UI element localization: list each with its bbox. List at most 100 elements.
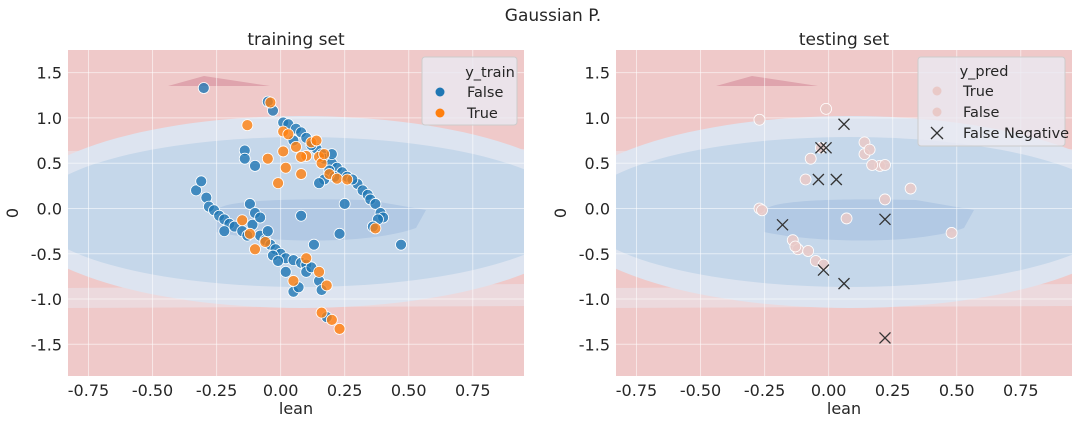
legend-marker-false-negative <box>930 126 944 140</box>
true-point <box>945 227 958 239</box>
true-point <box>325 313 338 326</box>
y-tick-label: -1.5 <box>31 335 62 354</box>
false-point <box>261 225 274 238</box>
y-tick-label: 1.0 <box>37 109 62 128</box>
true-point <box>295 168 308 180</box>
true-point <box>369 222 382 235</box>
false-point <box>369 198 382 210</box>
training-set-panel: -0.75 -0.50 -0.25 0.00 0.25 0.50 0.75 -1.5-1.0… <box>3 30 524 418</box>
x-tick-label: -0.25 <box>744 381 785 400</box>
false-negative-point <box>814 141 827 154</box>
x-tick-label: -0.50 <box>680 381 721 400</box>
false-point <box>295 209 308 222</box>
y-tick-label: 0.5 <box>585 154 610 173</box>
figure-suptitle: Gaussian P. <box>505 6 601 26</box>
points <box>190 82 407 335</box>
false-negative-point <box>817 264 830 277</box>
true-point <box>341 173 354 186</box>
y-tick-label: 1.0 <box>585 109 610 128</box>
true-point <box>318 148 331 161</box>
y-tick-label: 0.5 <box>37 154 62 173</box>
false-point <box>197 82 210 94</box>
legend-marker-true <box>435 108 445 118</box>
region-red-dark <box>716 76 818 86</box>
y-tick-labels: -1.5 -1.0 -0.5 0.0 0.5 1.0 1.5 <box>579 64 610 355</box>
true-point <box>241 119 254 132</box>
y-tick-label: 0.0 <box>37 199 62 218</box>
true-point <box>290 140 302 153</box>
testing-set-panel: -0.75 -0.50 -0.25 0.00 0.25 0.50 0.75 -1.5-1.0… <box>551 30 1072 418</box>
false-point <box>308 238 320 251</box>
x-tick-label: 0.50 <box>939 381 975 400</box>
false-point <box>218 225 231 238</box>
region-red-dark <box>168 76 270 86</box>
training-title: training set <box>247 30 345 50</box>
legend-label-true: True <box>962 84 994 100</box>
points <box>753 102 958 344</box>
x-tick-label: 0.50 <box>391 381 427 400</box>
legend-box <box>917 56 1066 147</box>
true-point <box>310 134 323 147</box>
true-point <box>879 193 891 206</box>
false-point <box>195 175 208 188</box>
true-point <box>300 252 313 265</box>
false-point <box>272 255 284 267</box>
true-point <box>259 236 272 248</box>
x-tick-label: -0.50 <box>132 381 173 400</box>
y-tick-label: 1.5 <box>37 64 62 83</box>
false-point <box>238 152 251 165</box>
gridlines <box>616 50 1072 376</box>
legend-title: y_train <box>465 65 515 81</box>
false-point <box>254 211 267 224</box>
legend-title: y_pred <box>960 64 1009 80</box>
y-tick-label: 0.0 <box>585 199 610 218</box>
x-tick-label: -0.75 <box>616 381 657 400</box>
y-tick-labels: -1.5 -1.0 -0.5 0.0 0.5 1.0 1.5 <box>31 64 62 355</box>
true-point <box>249 243 261 256</box>
false-point <box>338 198 351 210</box>
testing-title: testing set <box>799 30 890 50</box>
false-point <box>190 184 202 197</box>
false-negative-point <box>830 173 843 186</box>
true-point <box>261 152 274 165</box>
legend-marker-false <box>435 87 445 97</box>
training-xlabel: lean <box>279 399 313 418</box>
false-negative-point <box>838 118 850 131</box>
true-point <box>243 227 256 240</box>
x-tick-labels: -0.75 -0.50 -0.25 0.00 0.25 0.50 0.75 <box>616 381 1039 400</box>
x-tick-label: 0.00 <box>811 381 847 400</box>
true-point <box>331 172 343 185</box>
decision-regions <box>616 76 1072 308</box>
true-point <box>863 143 876 156</box>
testing-legend: y_pred True False False Negative <box>917 56 1069 147</box>
true-point <box>272 177 284 190</box>
x-tick-label: 0.25 <box>875 381 911 400</box>
false-point <box>249 160 261 172</box>
false-point <box>395 238 407 251</box>
true-point <box>295 150 308 163</box>
false-point <box>333 227 346 240</box>
false-point <box>313 177 325 190</box>
legend-marker-false <box>932 107 942 117</box>
true-point <box>282 128 295 141</box>
true-point <box>287 275 300 287</box>
y-tick-label: 1.5 <box>585 64 610 83</box>
x-tick-label: 0.25 <box>327 381 363 400</box>
true-point <box>820 102 832 115</box>
false-negative-point <box>812 173 825 186</box>
true-point <box>277 145 290 158</box>
false-negative-point <box>776 218 789 231</box>
x-tick-label: 0.75 <box>455 381 491 400</box>
testing-xlabel: lean <box>827 399 861 418</box>
false-negative-point <box>879 332 891 344</box>
true-point <box>320 279 333 292</box>
true-point <box>333 323 346 335</box>
false-point <box>817 258 830 271</box>
false-negative-point <box>879 213 891 226</box>
true-point <box>904 182 917 195</box>
x-tick-label: 0.00 <box>263 381 299 400</box>
true-point <box>279 161 292 174</box>
x-tick-label: -0.25 <box>196 381 237 400</box>
y-tick-label: -0.5 <box>579 245 610 264</box>
